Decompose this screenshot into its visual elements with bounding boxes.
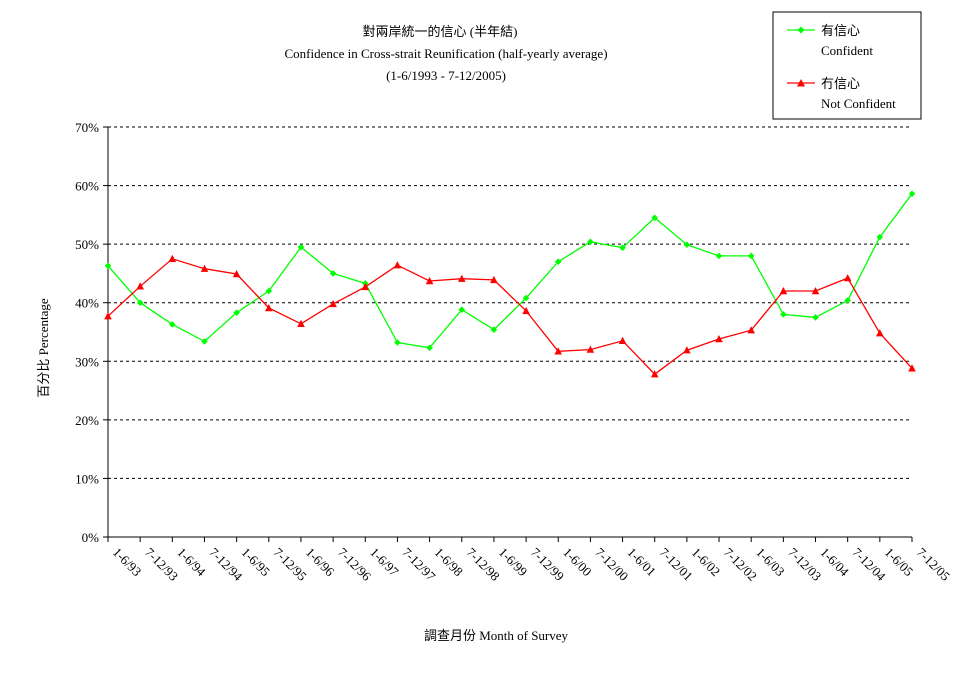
y-tick-labels: 0% 10% 20% 30% 40% 50% 60% 70% — [75, 120, 99, 545]
x-tick-labels: 1-6/937-12/931-6/947-12/941-6/957-12/951… — [110, 545, 953, 585]
data-point-not-confident — [650, 370, 659, 378]
data-point-confident — [554, 258, 562, 265]
data-point-not-confident — [361, 282, 370, 291]
data-point-confident — [426, 344, 433, 352]
legend: 有信心 Confident 冇信心 Not Confident — [772, 11, 922, 120]
legend-label-not-confident-en: Not Confident — [821, 96, 896, 111]
y-tick-label: 60% — [75, 179, 99, 194]
data-point-not-confident — [265, 304, 273, 312]
data-point-confident — [169, 321, 176, 328]
x-tick-label: 7-12/97 — [399, 545, 439, 585]
data-point-confident — [136, 299, 144, 306]
chart-title: 對兩岸統一的信心 (半年結) — [363, 24, 518, 39]
data-point-not-confident — [490, 275, 498, 284]
chart-period: (1-6/1993 - 7-12/2005) — [386, 68, 506, 83]
data-point-confident — [780, 311, 787, 318]
data-point-confident — [683, 241, 691, 248]
legend-label-confident: 有信心 — [821, 23, 860, 38]
x-tick-label: 7-12/95 — [271, 545, 310, 584]
chart-subtitle: Confidence in Cross-strait Reunification… — [284, 46, 607, 61]
data-point-not-confident — [522, 306, 530, 315]
y-tick-label: 0% — [82, 530, 100, 545]
y-tick-label: 50% — [75, 237, 99, 252]
data-point-confident — [747, 252, 755, 260]
data-point-not-confident — [104, 312, 112, 320]
data-point-not-confident — [779, 287, 788, 295]
x-tick-label: 1-6/93 — [110, 545, 145, 580]
x-axis-label: 調查月份 Month of Survey — [424, 628, 569, 643]
y-axis-label: 百分比 Percentage — [36, 298, 51, 398]
x-tick-label: 7-12/98 — [464, 545, 503, 584]
data-point-confident — [458, 306, 466, 313]
data-point-not-confident — [618, 336, 627, 344]
x-tick-label: 7-12/00 — [592, 545, 631, 584]
data-point-not-confident — [458, 274, 466, 282]
data-point-not-confident — [554, 347, 562, 355]
axes — [103, 126, 913, 542]
data-point-confident — [844, 297, 851, 304]
x-tick-label: 7-12/94 — [206, 545, 246, 585]
data-point-confident — [104, 262, 112, 270]
data-point-confident — [876, 233, 884, 241]
data-point-confident — [651, 214, 658, 222]
data-point-confident — [619, 244, 626, 251]
data-point-not-confident — [811, 287, 820, 295]
data-point-confident — [715, 252, 723, 260]
legend-label-not-confident: 冇信心 — [821, 76, 860, 91]
data-point-confident — [812, 314, 819, 321]
data-point-not-confident — [425, 277, 434, 285]
x-tick-label: 7-12/04 — [850, 545, 890, 585]
y-tick-label: 70% — [75, 120, 99, 135]
y-tick-label: 30% — [75, 354, 99, 369]
legend-marker-not-confident — [797, 79, 805, 87]
data-point-confident — [233, 309, 240, 316]
data-point-not-confident — [683, 346, 691, 354]
data-point-confident — [201, 338, 208, 345]
data-point-not-confident — [747, 326, 755, 334]
x-tick-label: 7-12/99 — [528, 545, 567, 584]
y-tick-label: 40% — [75, 296, 99, 311]
data-point-confident — [490, 326, 498, 333]
legend-label-confident-en: Confident — [821, 43, 873, 58]
data-point-confident — [908, 190, 916, 198]
series-layer — [104, 190, 916, 378]
y-tick-label: 10% — [75, 471, 99, 486]
data-point-not-confident — [136, 282, 144, 290]
data-point-not-confident — [329, 299, 337, 308]
data-point-not-confident — [908, 364, 916, 372]
data-point-not-confident — [232, 270, 241, 278]
series-line-not-confident — [107, 258, 913, 376]
data-point-confident — [587, 238, 594, 246]
x-tick-label: 7-12/05 — [914, 545, 953, 584]
data-point-confident — [522, 294, 530, 302]
data-point-not-confident — [715, 335, 723, 343]
data-point-not-confident — [586, 345, 595, 353]
data-point-confident — [394, 339, 401, 346]
data-point-not-confident — [297, 319, 305, 327]
data-point-not-confident — [876, 329, 884, 337]
x-tick-label: 7-12/93 — [142, 545, 181, 584]
gridlines — [108, 126, 912, 479]
legend-marker-confident — [797, 26, 805, 34]
series-line-confident — [107, 193, 913, 349]
x-tick-label: 7-12/96 — [335, 545, 375, 585]
data-point-not-confident — [393, 261, 402, 269]
y-tick-label: 20% — [75, 413, 99, 428]
x-tick-label: 7-12/01 — [657, 545, 696, 584]
data-point-confident — [329, 270, 337, 277]
data-point-confident — [297, 243, 305, 251]
x-tick-label: 7-12/02 — [721, 545, 760, 584]
data-point-confident — [265, 287, 273, 295]
data-point-not-confident — [168, 254, 177, 262]
data-point-not-confident — [200, 264, 209, 272]
data-point-not-confident — [843, 274, 852, 282]
x-tick-label: 7-12/03 — [785, 545, 824, 584]
